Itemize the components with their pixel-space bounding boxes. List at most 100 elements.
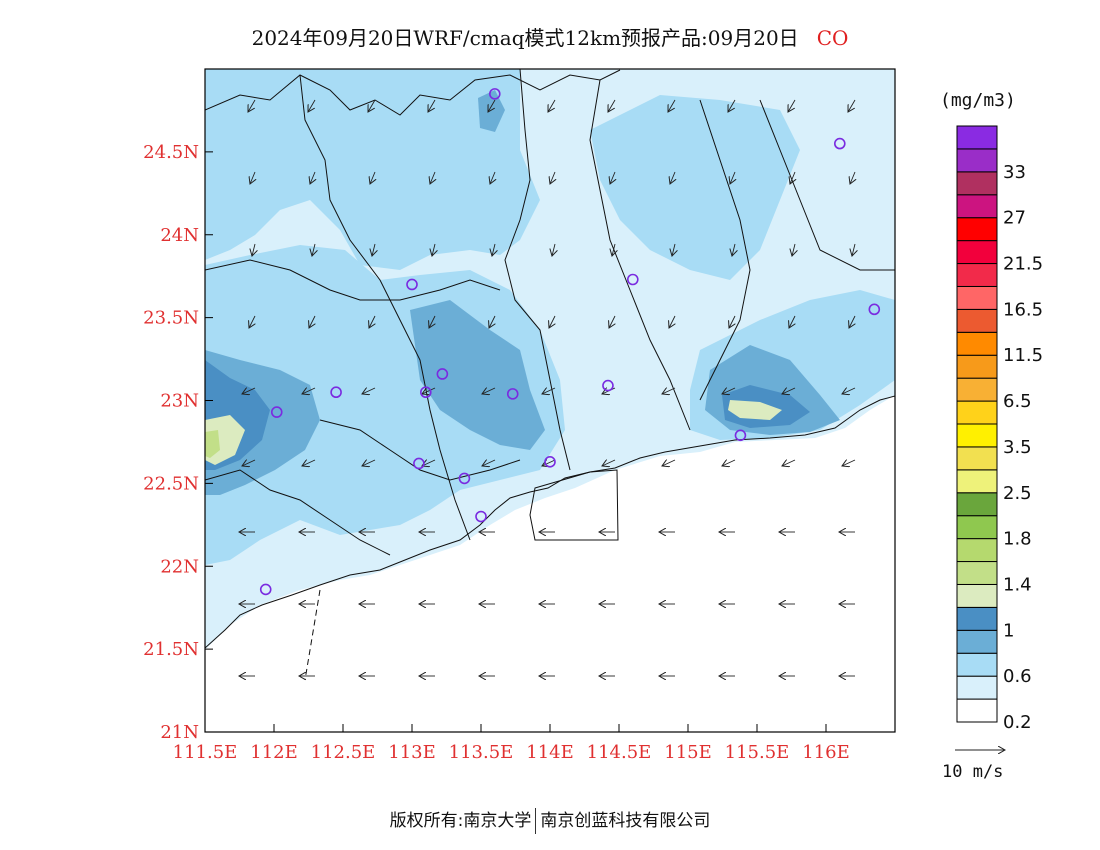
wind-arrow [369,315,375,328]
wind-arrow [842,388,856,394]
y-tick-label: 22.5N [143,473,199,494]
wind-arrow [422,388,436,394]
wind-arrow [492,243,495,256]
boundaries [205,69,895,681]
x-tick-label: 111.5E [173,742,238,763]
wind-arrow [310,171,315,184]
station-marker [544,456,556,468]
coastline [205,395,895,649]
x-tick-label: 112.5E [311,742,376,763]
wind-arrow [429,315,435,328]
wind-arrow [790,171,795,184]
station-marker [488,88,501,100]
wind-arrow [482,388,496,394]
station-marker [506,388,519,400]
colorbar-swatch [956,377,998,402]
colorbar-swatch [956,354,998,379]
colorbar-swatch [956,469,998,494]
city-boundary-7 [205,469,391,556]
wind-arrow [782,388,796,394]
copyright-footer: 版权所有:南京大学 南京创蓝科技有限公司 [0,806,1100,834]
wind-arrow [722,388,736,394]
station-marker [734,429,747,442]
x-tick-label: 113.5E [449,742,514,763]
wind-arrow [430,171,435,184]
wind-arrow [788,99,796,112]
colorbar-unit: (mg/m3) [940,90,1016,111]
wind-arrow [730,171,735,184]
pollutant-species: CO [816,26,849,50]
station-marker [406,278,418,291]
wind-arrow [789,315,795,328]
copyright-left: 版权所有:南京大学 [389,811,532,831]
wind-arrow [608,99,616,112]
colorbar-label: 1.8 [1003,529,1032,550]
wind-arrow [242,460,256,466]
y-tick-label: 21N [160,722,199,743]
shading-06-north [205,69,540,270]
colorbar-swatch [956,606,998,631]
x-tick-label: 112E [250,742,298,763]
wind-arrow [850,171,855,184]
station-marker [419,386,432,399]
station-marker [458,472,471,485]
wind-arrow [729,315,735,328]
x-tick-label: 114.5E [587,742,652,763]
colorbar-swatch [956,285,998,310]
colorbar-swatch [956,698,998,723]
title-text: 2024年09月20日WRF/cmaq模式12km预报产品:09月20日 [251,26,799,50]
city-boundary-6 [205,259,501,301]
station-marker [868,303,881,316]
x-tick-label: 115.5E [725,742,790,763]
wind-arrow [362,388,376,394]
city-boundary-3 [589,79,691,431]
wind-arrow [252,243,255,256]
reference-vector-label: 10 m/s [942,762,1004,782]
concentration-field [205,69,895,650]
wind-arrow [732,243,735,256]
province-border-south [304,589,321,681]
wind-arrow [309,315,315,328]
wind-arrow [308,99,316,112]
wind-arrow [490,171,495,184]
wind-arrow [370,171,375,184]
map-title: 2024年09月20日WRF/cmaq模式12km预报产品:09月20日 CO [0,22,1100,51]
station-marker [475,510,487,523]
station-marker [330,386,342,399]
wind-arrow [249,315,255,328]
provincial-boundary-north [205,69,621,116]
wind-arrow [542,460,556,466]
colorbar-swatch [956,423,998,448]
hongkong-box [529,469,619,541]
y-tick-label: 24N [160,225,199,246]
colorbar-swatch [956,652,998,677]
colorbar-label: 0.2 [1003,712,1032,733]
colorbar-swatch [956,446,998,471]
colorbar-swatch [956,125,998,150]
x-tick-label: 116E [802,742,850,763]
colorbar-label: 1.4 [1003,574,1032,595]
x-tick-label: 114E [526,742,574,763]
wind-arrow [848,99,856,112]
city-boundary-4 [699,99,751,401]
wind-arrow [552,243,555,256]
colorbar-swatch [956,331,998,356]
colorbar-label: 16.5 [1003,299,1043,320]
y-tick-label: 24.5N [143,142,199,163]
wind-arrow [662,388,676,394]
x-tick-label: 113E [388,742,436,763]
wind-arrow [722,460,736,466]
wind-arrow [312,243,315,256]
wind-arrow [242,388,256,394]
wind-arrow [372,243,375,256]
station-marker [413,457,425,470]
wind-arrow [542,388,556,394]
wind-arrow [550,171,555,184]
wind-arrow [489,315,495,328]
colorbar-swatch [956,171,998,196]
station-marker [602,379,614,392]
wind-arrow [670,171,675,184]
colorbar-swatch [956,629,998,654]
wind-arrow [782,460,796,466]
